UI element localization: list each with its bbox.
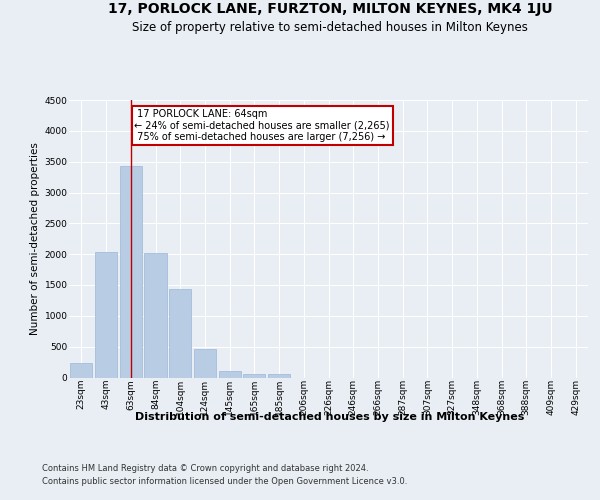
Text: Contains HM Land Registry data © Crown copyright and database right 2024.: Contains HM Land Registry data © Crown c… <box>42 464 368 473</box>
Bar <box>218 370 241 378</box>
Text: 17 PORLOCK LANE: 64sqm
← 24% of semi-detached houses are smaller (2,265)
 75% of: 17 PORLOCK LANE: 64sqm ← 24% of semi-det… <box>134 110 390 142</box>
Bar <box>268 374 290 378</box>
Bar <box>169 290 191 378</box>
Bar <box>95 252 117 378</box>
Bar <box>243 374 265 378</box>
Y-axis label: Number of semi-detached properties: Number of semi-detached properties <box>31 142 40 335</box>
Text: Distribution of semi-detached houses by size in Milton Keynes: Distribution of semi-detached houses by … <box>136 412 524 422</box>
Bar <box>119 166 142 378</box>
Bar <box>194 348 216 378</box>
Bar <box>145 253 167 378</box>
Bar <box>70 364 92 378</box>
Text: 17, PORLOCK LANE, FURZTON, MILTON KEYNES, MK4 1JU: 17, PORLOCK LANE, FURZTON, MILTON KEYNES… <box>107 2 553 16</box>
Text: Size of property relative to semi-detached houses in Milton Keynes: Size of property relative to semi-detach… <box>132 21 528 34</box>
Text: Contains public sector information licensed under the Open Government Licence v3: Contains public sector information licen… <box>42 478 407 486</box>
